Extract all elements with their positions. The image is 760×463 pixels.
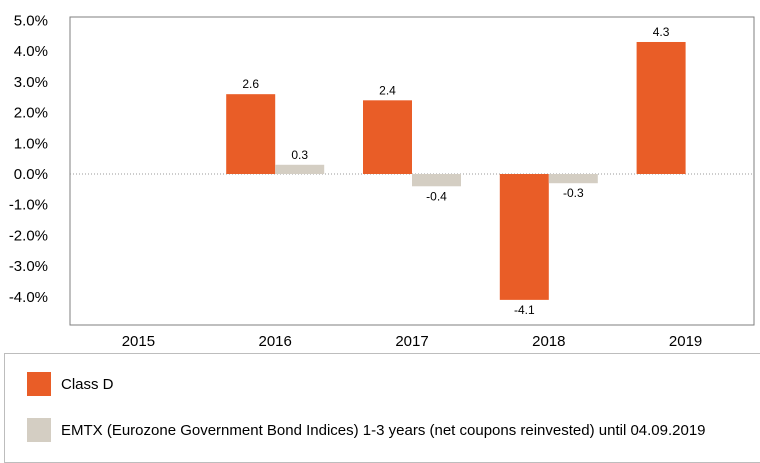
- legend-label-class-d: Class D: [61, 375, 114, 393]
- data-label: 4.3: [653, 25, 670, 39]
- data-label: 2.4: [379, 83, 396, 97]
- bar-class-d: [363, 100, 412, 174]
- bar-class-d: [499, 174, 549, 300]
- legend-swatch-emtx: [27, 418, 51, 442]
- y-tick-label: -2.0%: [9, 227, 48, 244]
- legend-item-class-d: Class D: [27, 372, 114, 396]
- data-label: -0.4: [426, 189, 447, 203]
- x-tick-label: 2015: [122, 333, 155, 350]
- x-tick-label: 2019: [669, 333, 702, 350]
- bar-emtx: [548, 174, 598, 184]
- x-tick-label: 2016: [259, 333, 292, 350]
- y-tick-label: 4.0%: [14, 43, 48, 60]
- bar-chart: 5.0% 4.0% 3.0% 2.0% 1.0% 0.0% -1.0% -2.0% -3.0% -…: [9, 13, 755, 350]
- y-tick-label: 1.0%: [14, 135, 48, 152]
- bar-class-d: [636, 41, 686, 174]
- y-tick-label: 2.0%: [14, 105, 48, 122]
- x-tick-label: 2017: [395, 333, 428, 350]
- bar-emtx: [412, 174, 461, 187]
- data-label: 2.6: [242, 77, 259, 91]
- y-tick-label: -1.0%: [9, 197, 48, 214]
- legend-swatch-class-d: [27, 372, 51, 396]
- plot-frame: [69, 16, 755, 326]
- y-tick-label: 0.0%: [14, 166, 48, 183]
- y-tick-label: 5.0%: [14, 13, 48, 30]
- y-tick-label: -3.0%: [9, 258, 48, 275]
- data-label: -4.1: [514, 303, 535, 317]
- bar-emtx: [275, 164, 325, 174]
- data-label: -0.3: [563, 186, 584, 200]
- data-label: 0.3: [291, 148, 308, 162]
- bar-class-d: [226, 94, 276, 174]
- legend: Class D EMTX (Eurozone Government Bond I…: [4, 353, 760, 463]
- legend-label-emtx: EMTX (Eurozone Government Bond Indices) …: [61, 421, 706, 439]
- y-tick-label: 3.0%: [14, 74, 48, 91]
- y-tick-label: -4.0%: [9, 289, 48, 306]
- x-tick-label: 2018: [532, 333, 565, 350]
- legend-item-emtx: EMTX (Eurozone Government Bond Indices) …: [27, 418, 706, 442]
